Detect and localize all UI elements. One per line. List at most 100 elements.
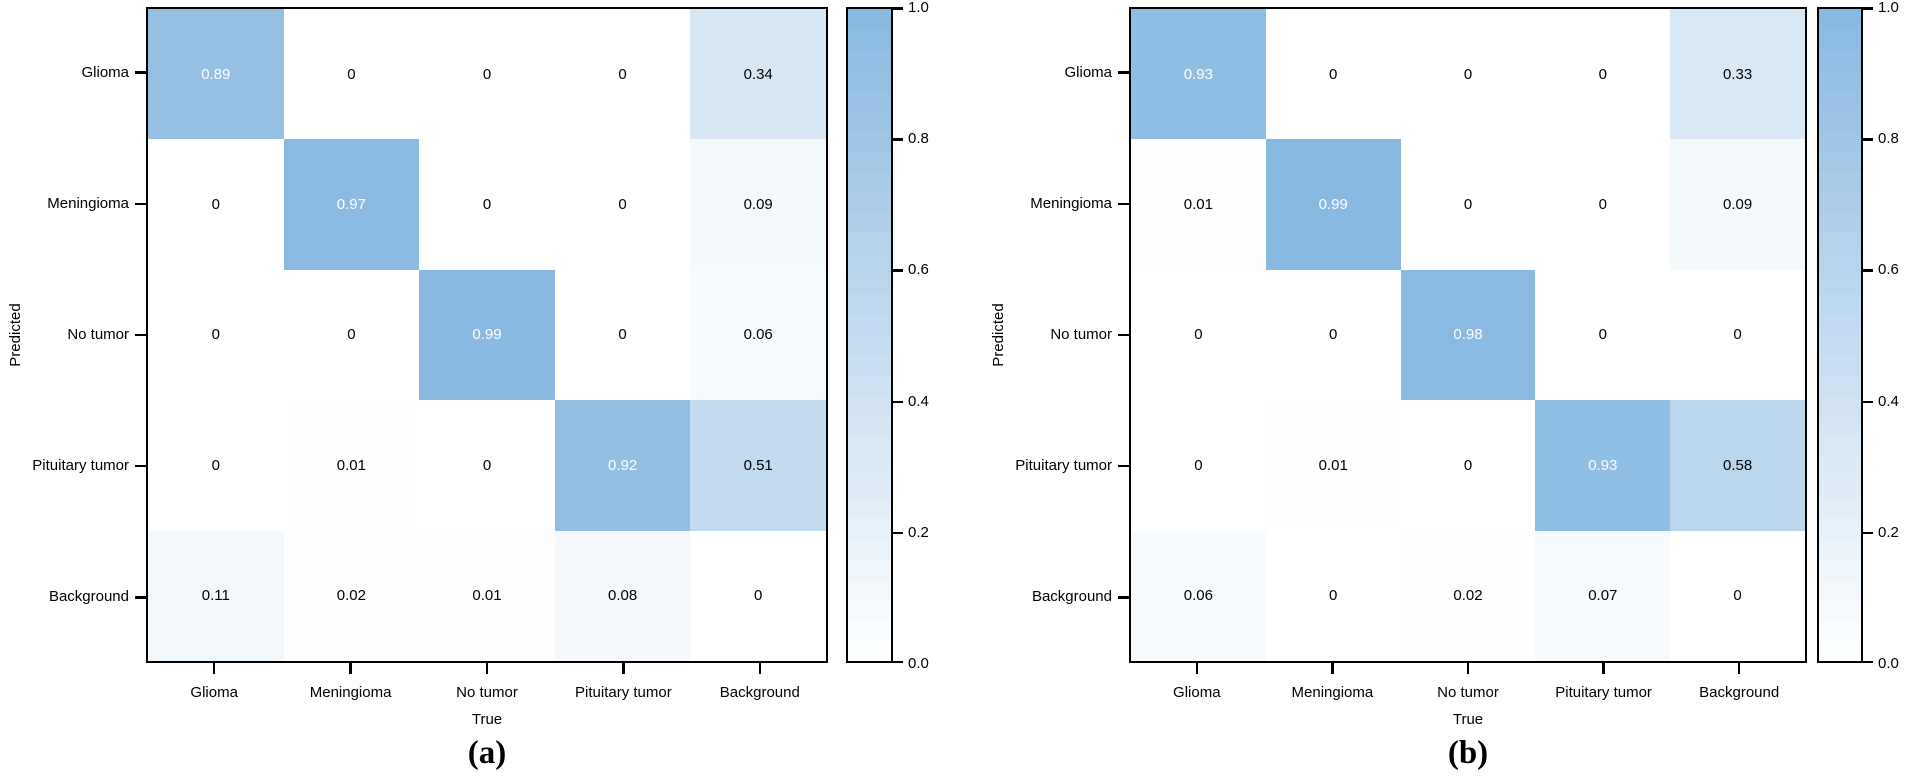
y-tick-label: Background: [48, 588, 129, 606]
colorbar-gradient-band: [848, 375, 891, 398]
colorbar-a: [846, 7, 893, 663]
matrix-cell: 0: [1265, 530, 1401, 661]
x-tick-label: No tumor: [1437, 684, 1499, 701]
y-tick-label: Meningioma: [47, 194, 129, 212]
colorbar-gradient-band: [848, 253, 891, 275]
colorbar-gradient-band: [1819, 151, 1861, 173]
colorbar-tick-label: 0.6: [1878, 261, 1899, 279]
matrix-cell: 0: [1265, 269, 1401, 401]
matrix-cell: 0: [1131, 400, 1266, 531]
colorbar-gradient-band: [848, 620, 891, 642]
matrix-cell: 0: [1535, 139, 1671, 270]
x-tick: [212, 663, 216, 674]
matrix-cell: 0.06: [690, 269, 826, 401]
colorbar-gradient-band: [848, 396, 891, 418]
matrix-cell: 0.97: [283, 139, 420, 270]
colorbar-tick: [1863, 7, 1873, 10]
colorbar-gradient-band: [848, 294, 891, 316]
colorbar-tick-label: 0.8: [908, 130, 929, 148]
colorbar-gradient-band: [848, 579, 891, 601]
y-tick: [135, 333, 146, 337]
colorbar-gradient-band: [848, 131, 891, 153]
x-tick: [622, 663, 625, 674]
y-tick-label: Pituitary tumor: [1015, 457, 1112, 475]
colorbar-gradient-band: [1819, 416, 1861, 438]
matrix-cell: 0: [1535, 269, 1671, 401]
matrix-cell: 0: [419, 139, 555, 270]
colorbar-tick: [1863, 531, 1873, 535]
heatmap-a: 0.89 0 0 0 0.34 0 0.97 0 0 0.09 0 0 0.99 0 0.06 0 0.01 0 0…: [146, 7, 828, 663]
matrix-cell: 0: [554, 139, 691, 270]
colorbar-gradient-band: [1819, 273, 1861, 296]
matrix-cell: 0: [1400, 400, 1536, 531]
matrix-cell: 0.51: [690, 400, 826, 531]
colorbar-gradient-band: [848, 110, 891, 133]
x-tick: [485, 663, 489, 674]
matrix-cell: 0.92: [554, 400, 691, 531]
y-tick-label: No tumor: [67, 326, 129, 343]
x-tick: [1195, 663, 1199, 674]
x-tick: [1331, 663, 1334, 674]
colorbar-gradient-band: [1819, 620, 1861, 642]
colorbar-gradient-band: [1819, 518, 1861, 540]
subfigure-caption-a: (a): [467, 735, 507, 771]
x-tick-label: Background: [719, 684, 800, 701]
matrix-cell: 0.09: [690, 139, 826, 270]
y-tick-label: No tumor: [1050, 326, 1112, 343]
colorbar-tick-label: 0.8: [1878, 130, 1899, 148]
y-tick: [1118, 596, 1129, 599]
colorbar-gradient-band: [848, 70, 891, 92]
matrix-cell: 0: [1400, 139, 1536, 270]
x-tick: [1602, 663, 1605, 674]
x-tick-label: Pituitary tumor: [575, 684, 672, 701]
colorbar-gradient-band: [848, 192, 891, 214]
x-tick-label: Meningioma: [309, 684, 392, 701]
matrix-cell: 0: [1670, 269, 1805, 401]
colorbar-tick: [893, 660, 903, 663]
colorbar-tick: [1863, 660, 1873, 663]
matrix-cell: 0.01: [1131, 139, 1266, 270]
colorbar-gradient-band: [1819, 49, 1861, 72]
x-tick: [758, 663, 762, 674]
colorbar-tick-label: 1.0: [908, 0, 929, 16]
colorbar-tick-label: 1.0: [1878, 0, 1899, 16]
colorbar-gradient-band: [848, 559, 891, 581]
matrix-cell: 0.33: [1670, 9, 1805, 140]
matrix-cell: 0: [1131, 269, 1266, 401]
colorbar-tick: [893, 400, 903, 404]
matrix-cell: 0: [283, 9, 420, 140]
colorbar-gradient-band: [848, 273, 891, 296]
colorbar-gradient-band: [1819, 212, 1861, 235]
subfigure-caption-b: (b): [1447, 735, 1489, 771]
y-tick: [1118, 71, 1129, 74]
colorbar-tick-label: 0.0: [908, 655, 929, 672]
x-tick-label: Glioma: [190, 684, 238, 701]
matrix-cell: 0: [1400, 9, 1536, 140]
matrix-cell: 0.11: [148, 530, 284, 661]
colorbar-gradient-band: [1819, 436, 1861, 459]
matrix-cell: 0.93: [1535, 400, 1671, 531]
colorbar-gradient-band: [1819, 172, 1861, 194]
y-tick: [135, 71, 146, 74]
x-tick-label: Glioma: [1173, 684, 1221, 701]
colorbar-gradient-band: [1819, 233, 1861, 255]
matrix-cell: 0.07: [1535, 530, 1671, 661]
matrix-cell: 0: [554, 9, 691, 140]
colorbar-gradient-band: [1819, 396, 1861, 418]
colorbar-gradient-band: [1819, 355, 1861, 377]
colorbar-b: [1817, 7, 1863, 663]
y-tick-label: Glioma: [1064, 63, 1112, 81]
x-tick: [1737, 663, 1741, 674]
matrix-cell: 0: [419, 9, 555, 140]
x-tick-label: Pituitary tumor: [1555, 684, 1652, 701]
colorbar-gradient-band: [1819, 131, 1861, 153]
colorbar-gradient-band: [848, 477, 891, 499]
colorbar-gradient-band: [1819, 640, 1861, 661]
y-tick-label: Pituitary tumor: [32, 457, 129, 475]
matrix-cell: 0.89: [148, 9, 284, 140]
colorbar-gradient-band: [1819, 599, 1861, 622]
x-tick-label: No tumor: [456, 684, 518, 701]
matrix-cell: 0: [1535, 9, 1671, 140]
colorbar-tick: [1863, 138, 1873, 141]
matrix-cell: 0.06: [1131, 530, 1266, 661]
